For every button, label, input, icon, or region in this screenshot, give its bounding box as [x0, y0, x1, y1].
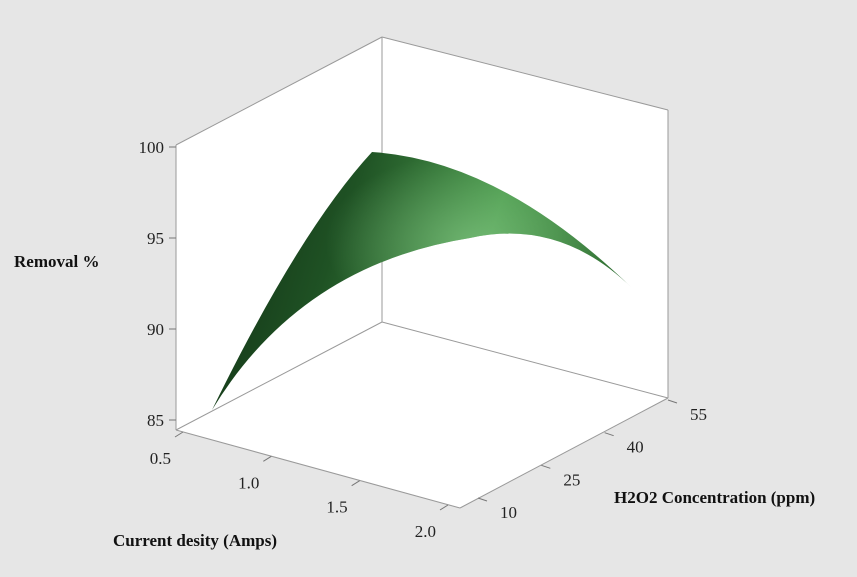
y-tick-label: 25	[563, 470, 580, 489]
z-tick-label: 95	[147, 229, 164, 248]
y-axis-ticks: 10 25 40 55	[477, 399, 707, 522]
z-tick-label: 100	[139, 138, 165, 157]
x-tick-mark	[263, 455, 272, 462]
y-tick-mark	[541, 464, 551, 469]
x-tick-mark	[351, 480, 360, 487]
x-axis-ticks: 0.5 1.0 1.5 2.0	[150, 431, 449, 541]
x-tick-label: 1.5	[326, 498, 347, 517]
z-tick-label: 85	[147, 411, 164, 430]
y-tick-label: 40	[627, 438, 644, 457]
x-tick-label: 1.0	[238, 473, 259, 492]
x-tick-mark	[174, 431, 184, 438]
response-surface	[212, 152, 632, 410]
surface-highlight	[212, 152, 632, 410]
x-tick-label: 2.0	[415, 522, 436, 541]
z-axis-title: Removal %	[14, 252, 99, 271]
x-tick-mark	[439, 504, 449, 511]
y-tick-label: 10	[500, 503, 517, 522]
y-tick-mark	[477, 497, 488, 502]
x-axis-title: Current desity (Amps)	[113, 531, 277, 550]
y-axis-title: H2O2 Concentration (ppm)	[614, 488, 815, 507]
x-tick-label: 0.5	[150, 449, 171, 468]
y-tick-mark	[604, 432, 614, 437]
z-axis-ticks: 85 90 95 100	[139, 138, 176, 430]
plot-box-background	[176, 37, 668, 508]
y-tick-mark	[667, 399, 678, 404]
z-tick-label: 90	[147, 320, 164, 339]
y-tick-label: 55	[690, 405, 707, 424]
